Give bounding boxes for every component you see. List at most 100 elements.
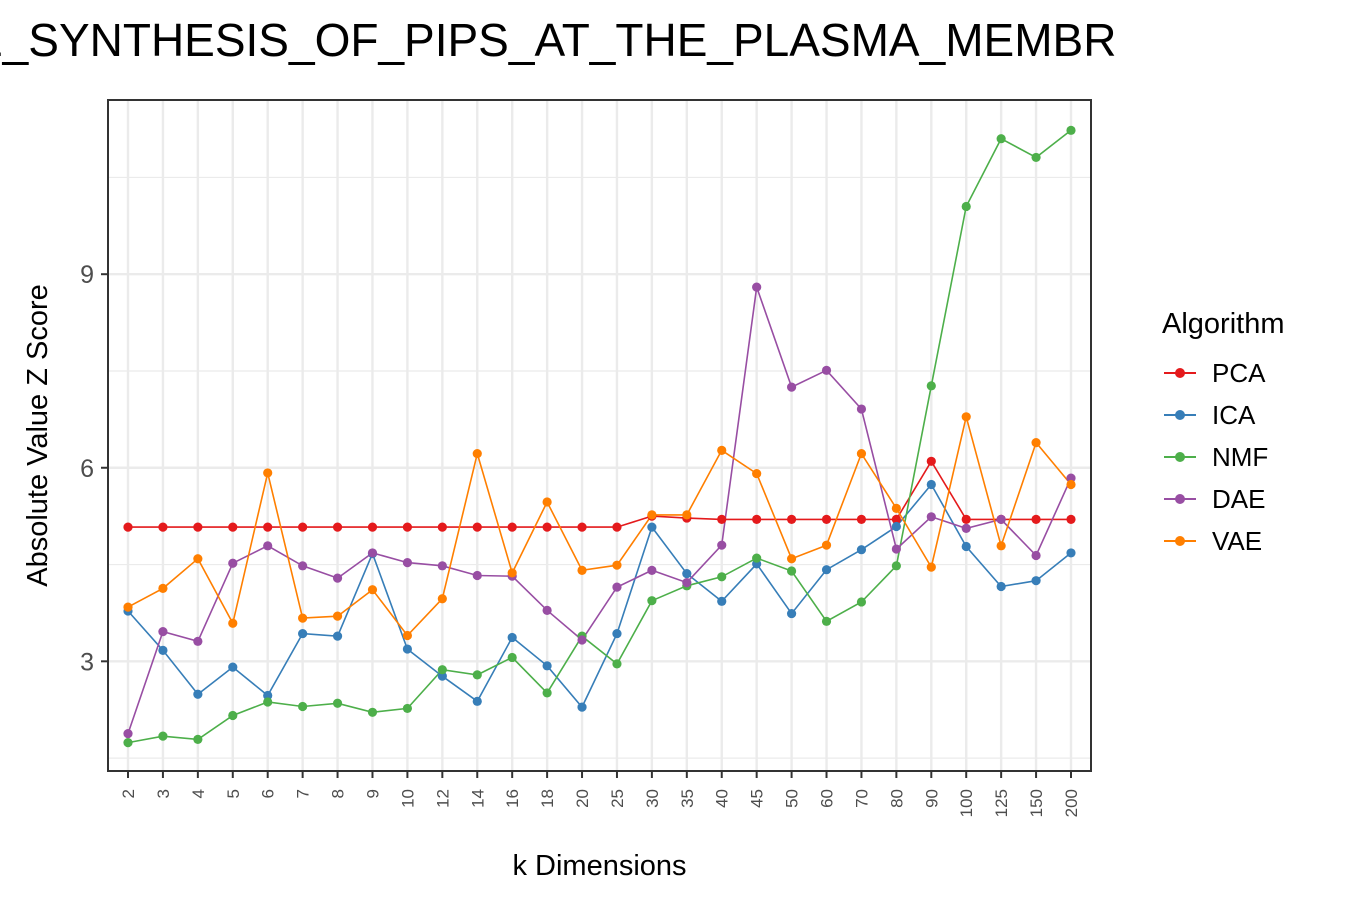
data-point-nmf xyxy=(612,659,622,669)
series-line-vae xyxy=(127,416,1072,637)
data-point-ica xyxy=(577,702,587,712)
data-point-vae xyxy=(542,497,552,507)
legend-key xyxy=(1162,405,1198,425)
data-point-pca xyxy=(717,514,727,524)
x-tick-label: 4 xyxy=(189,789,208,798)
y-tick-label: 9 xyxy=(80,261,94,289)
data-point-dae xyxy=(752,282,762,292)
x-tick-label: 12 xyxy=(433,789,452,808)
data-point-nmf xyxy=(1031,152,1041,163)
x-tick-label: 10 xyxy=(398,789,417,808)
data-point-ica xyxy=(1031,576,1041,586)
x-tick-label: 20 xyxy=(573,789,592,808)
data-point-pca xyxy=(298,522,308,532)
data-point-vae xyxy=(821,540,832,550)
data-point-ica xyxy=(507,632,517,643)
data-point-nmf xyxy=(821,616,832,626)
data-point-nmf xyxy=(367,707,378,717)
data-point-dae xyxy=(228,558,238,568)
data-point-pca xyxy=(856,514,867,524)
data-point-pca xyxy=(193,522,203,532)
x-tick-label: 9 xyxy=(363,789,382,798)
x-tick-label: 6 xyxy=(259,789,278,798)
data-point-dae xyxy=(437,561,447,571)
x-tick-label: 3 xyxy=(154,789,173,798)
data-point-pca xyxy=(228,522,238,532)
data-point-ica xyxy=(402,644,413,654)
data-point-vae xyxy=(472,448,482,459)
data-point-vae xyxy=(367,585,378,595)
legend-item-vae: VAE xyxy=(1162,520,1285,562)
legend-item-nmf: NMF xyxy=(1162,436,1285,478)
x-tick-label: 80 xyxy=(887,789,906,808)
data-point-ica xyxy=(891,521,901,532)
data-point-dae xyxy=(158,627,168,637)
data-point-dae xyxy=(1031,550,1041,561)
data-point-vae xyxy=(647,510,657,520)
data-point-ica xyxy=(298,628,308,639)
data-point-nmf xyxy=(193,734,203,744)
data-point-nmf xyxy=(961,201,971,212)
data-point-nmf xyxy=(158,731,168,741)
data-point-nmf xyxy=(717,572,727,582)
data-point-nmf xyxy=(472,670,482,680)
data-point-dae xyxy=(123,728,133,739)
data-point-ica xyxy=(647,522,657,532)
data-point-dae xyxy=(682,578,692,588)
data-point-vae xyxy=(1031,437,1041,448)
data-point-vae xyxy=(926,562,936,572)
data-point-nmf xyxy=(437,665,447,675)
data-point-vae xyxy=(437,594,447,604)
x-tick-label: 25 xyxy=(608,789,627,808)
chart-title: E_SYNTHESIS_OF_PIPS_AT_THE_PLASMA_MEMBR xyxy=(0,14,1117,66)
data-point-vae xyxy=(786,554,797,564)
data-point-ica xyxy=(158,645,168,655)
data-point-vae xyxy=(996,541,1006,551)
data-point-ica xyxy=(193,689,203,699)
data-point-pca xyxy=(507,522,517,532)
data-point-ica xyxy=(961,541,971,552)
y-tick-label: 6 xyxy=(80,455,94,483)
data-point-dae xyxy=(263,541,273,551)
legend-title: Algorithm xyxy=(1162,308,1285,340)
data-point-dae xyxy=(961,523,971,534)
legend-label: NMF xyxy=(1212,441,1269,472)
x-tick-label: 125 xyxy=(992,789,1011,817)
data-point-dae xyxy=(786,382,797,392)
data-point-pca xyxy=(472,522,482,532)
data-point-pca xyxy=(123,522,133,532)
data-point-nmf xyxy=(542,688,552,698)
data-point-vae xyxy=(717,445,727,455)
data-point-ica xyxy=(542,661,552,671)
data-point-ica xyxy=(996,581,1006,592)
data-point-dae xyxy=(332,573,343,583)
data-point-dae xyxy=(193,636,203,646)
data-point-vae xyxy=(298,613,308,623)
data-point-vae xyxy=(961,412,971,422)
data-point-vae xyxy=(1066,479,1076,490)
data-point-vae xyxy=(123,602,133,612)
legend-key xyxy=(1162,531,1198,551)
data-point-vae xyxy=(507,568,517,578)
data-point-vae xyxy=(263,468,273,478)
data-point-nmf xyxy=(926,381,936,391)
x-tick-label: 90 xyxy=(922,789,941,808)
data-point-nmf xyxy=(856,597,867,607)
data-point-dae xyxy=(821,365,832,375)
data-point-pca xyxy=(158,522,168,532)
data-point-pca xyxy=(263,522,273,532)
data-point-ica xyxy=(856,545,867,555)
x-tick-label: 8 xyxy=(329,789,348,798)
data-point-dae xyxy=(542,605,552,615)
data-point-dae xyxy=(402,558,413,568)
x-tick-label: 14 xyxy=(468,789,487,808)
y-axis-label: Absolute Value Z Score xyxy=(22,284,54,587)
data-point-dae xyxy=(612,582,622,592)
x-tick-label: 40 xyxy=(713,789,732,808)
data-point-pca xyxy=(577,522,587,532)
data-point-ica xyxy=(228,662,238,672)
legend-label: PCA xyxy=(1212,357,1266,388)
x-tick-label: 16 xyxy=(503,789,522,808)
data-point-ica xyxy=(263,690,273,701)
data-point-dae xyxy=(996,514,1006,524)
